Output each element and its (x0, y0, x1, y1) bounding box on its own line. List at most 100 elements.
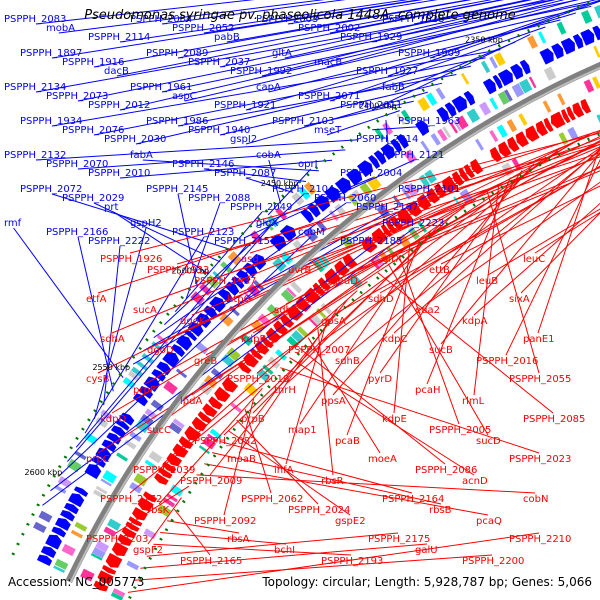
reverse-label-leader (473, 202, 600, 316)
reverse-label-leader (440, 185, 600, 265)
reverse-gene-label: leuB (476, 276, 498, 287)
forward-label-leader (185, 202, 221, 300)
reverse-label-leader (426, 181, 600, 305)
reverse-cog-bar (592, 76, 600, 89)
outer-cog-bar (291, 192, 305, 206)
forward-cog-bar (175, 368, 188, 379)
kbp-tick-label: 2600 kbp (25, 468, 63, 477)
forward-label-leader (93, 0, 472, 68)
reverse-cog-bar (172, 418, 185, 429)
reverse-label-leader (298, 347, 446, 465)
forward-cog-bar (528, 76, 537, 89)
forward-gene-label: PSPPH_2185 (340, 236, 402, 247)
forward-gene-arrow (45, 534, 62, 550)
forward-cog-bar (479, 101, 492, 116)
forward-gene-arrow (592, 25, 600, 41)
forward-cog-bar (53, 565, 66, 573)
reverse-gene-label: cobN (523, 494, 548, 505)
reverse-gene-label: rbsK (147, 505, 170, 516)
forward-gene-label: fabA (130, 150, 153, 161)
forward-cog-bar (519, 78, 533, 94)
forward-cog-bar (366, 178, 379, 191)
reverse-gene-arrow (202, 403, 218, 418)
reverse-label-leader (426, 177, 511, 385)
forward-gene-label: PSPPH_2101 (398, 184, 460, 195)
inner-cog-bar (596, 114, 600, 124)
reverse-gene-arrow (121, 526, 137, 539)
forward-gene-arrow (463, 90, 476, 106)
forward-gene-label: PSPPH_2049 (230, 202, 292, 213)
forward-label-leader (42, 227, 415, 506)
forward-gene-label: PSPPH_2087 (214, 168, 276, 179)
reverse-gene-label: cysB (86, 374, 110, 385)
reverse-label-leader (228, 430, 351, 516)
reverse-gene-label: htpG (227, 294, 251, 305)
forward-gene-label: PSPPH_2012 (88, 100, 150, 111)
reverse-gene-label: moaB (227, 454, 256, 465)
forward-label-leader (284, 0, 547, 59)
kbp-tick-label: 2500 kbp (172, 266, 210, 275)
forward-gene-label: PSPPH_2003 (256, 14, 318, 25)
forward-gene-label: PSPPH_2114 (88, 32, 150, 43)
forward-label-leader (142, 159, 319, 172)
reverse-gene-label: lpdA (180, 396, 202, 407)
reverse-gene-label: kdpE (382, 414, 407, 425)
forward-gene-arrow (415, 120, 430, 136)
forward-gene-arrow (183, 329, 198, 342)
forward-gene-label: PSPPH_2002 (298, 23, 360, 34)
forward-gene-label: PSPPH_2166 (46, 227, 108, 238)
forward-cog-bar (129, 431, 142, 442)
forward-label-leader (13, 227, 124, 378)
reverse-cog-bar (496, 124, 508, 138)
forward-label-leader (103, 245, 121, 406)
reverse-gene-label: PSPPH_2200 (462, 556, 524, 567)
forward-gene-label: PSPPH_1927 (356, 66, 418, 77)
forward-gene-label: PSPPH_2089 (146, 48, 208, 59)
reverse-gene-arrow (515, 131, 529, 148)
forward-cog-bar (163, 380, 178, 395)
reverse-gene-label: gpsA (321, 316, 346, 327)
forward-gene-label: PSPPH_2072 (20, 184, 82, 195)
outer-cog-bar (33, 521, 47, 533)
forward-cog-bar (102, 470, 117, 484)
forward-gene-label: PSPPH_2030 (104, 134, 166, 145)
reverse-label-leader (317, 328, 334, 476)
reverse-gene-label: gspE2 (335, 516, 366, 527)
reverse-gene-label: PSPPH_2024 (288, 505, 350, 516)
inner-cog-bar (156, 504, 172, 517)
forward-gene-arrow (560, 37, 575, 55)
forward-gene-arrow (539, 48, 554, 65)
reverse-label-leader (387, 263, 489, 436)
forward-gene-label: PSPPH_1986 (146, 116, 208, 127)
forward-gene-label: PSPPH_2223 (382, 218, 444, 229)
forward-gene-arrow (84, 463, 102, 480)
forward-gene-label: gspI2 (230, 134, 257, 145)
reverse-label-leader (377, 272, 554, 414)
kbp-ticks: 2150 kbp2200 kbp2250 kbp2300 kbp2350 kbp… (11, 0, 600, 600)
forward-gene-label: PSPPH_1961 (130, 82, 192, 93)
reverse-gene-arrow (463, 164, 476, 179)
forward-gene-label: PSPPH_1934 (20, 116, 82, 127)
forward-gene-arrow (195, 312, 212, 329)
forward-gene-arrow (357, 160, 374, 178)
inner-cog-bar (169, 484, 184, 497)
forward-label-leader (385, 120, 389, 145)
outer-cog-bar (275, 207, 288, 221)
reverse-cog-bar (418, 174, 431, 188)
forward-cog-bar (489, 97, 499, 110)
forward-cog-bar (135, 419, 150, 434)
backbone-ring (65, 61, 600, 584)
forward-cog-bar (116, 452, 128, 462)
forward-label-leader (287, 0, 438, 25)
forward-label-leader (268, 159, 282, 204)
kbp-tick-label: 2450 kbp (261, 179, 299, 188)
outer-cog-bar (267, 214, 280, 228)
inner-cog-bar (230, 402, 242, 413)
forward-cog-bar (219, 312, 234, 327)
forward-label-leader (58, 236, 312, 477)
genome-backbone (65, 61, 600, 584)
forward-cog-bar (351, 189, 364, 203)
forward-cog-bar (359, 182, 373, 197)
reverse-gene-label: PSPPH_2005 (429, 425, 491, 436)
reverse-label-leader (285, 154, 600, 305)
